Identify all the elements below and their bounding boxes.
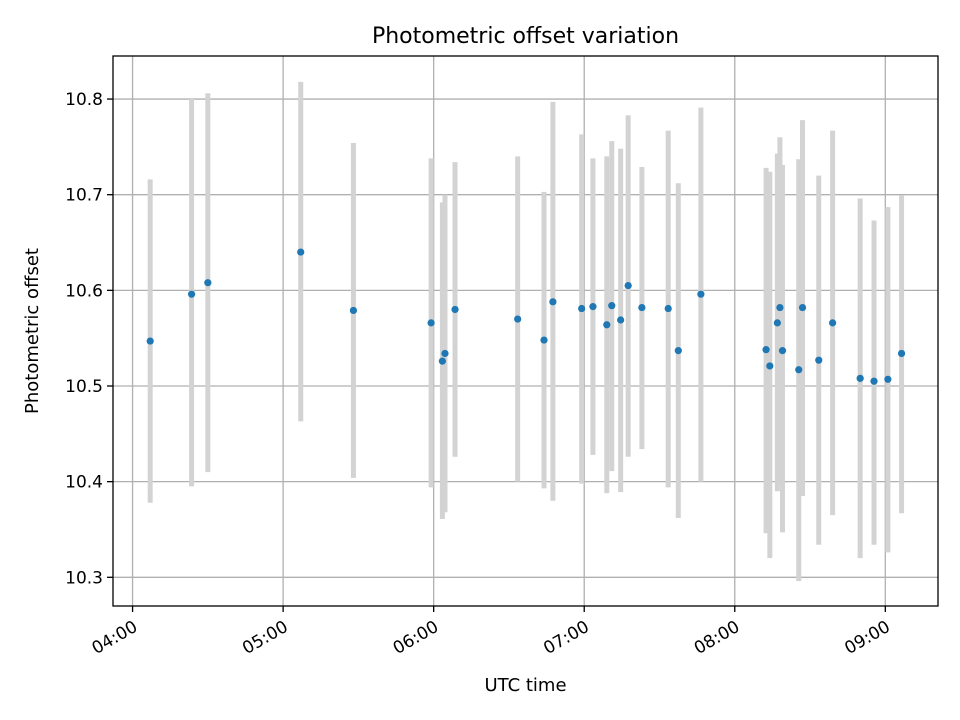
x-axis-label: UTC time [484, 675, 566, 696]
data-point [204, 279, 212, 287]
data-point [773, 319, 781, 327]
data-point [638, 303, 646, 312]
data-point [856, 374, 864, 382]
data-point [441, 349, 449, 358]
y-tick-label: 10.7 [65, 186, 103, 206]
data-point [795, 366, 803, 374]
data-point [897, 349, 906, 358]
data-point [540, 336, 548, 344]
data-point [146, 337, 154, 345]
data-point [674, 347, 682, 355]
data-point [766, 362, 774, 370]
data-point [578, 304, 586, 313]
data-point [829, 319, 837, 327]
data-point [664, 304, 672, 313]
data-point [438, 357, 446, 365]
data-point [187, 290, 196, 298]
y-tick-label: 10.6 [65, 281, 103, 301]
data-point [798, 303, 807, 312]
y-tick-label: 10.4 [65, 473, 103, 493]
data-point [624, 281, 632, 290]
data-point [617, 316, 625, 324]
data-point [297, 248, 305, 256]
data-point [514, 315, 522, 323]
data-point [608, 302, 616, 310]
y-tick-label: 10.5 [65, 377, 103, 397]
y-tick-label: 10.8 [65, 90, 103, 110]
chart-title: Photometric offset variation [372, 24, 679, 49]
data-point [778, 347, 787, 355]
data-point [697, 290, 705, 298]
plot-frame [112, 55, 939, 607]
data-points [146, 248, 906, 385]
y-axis-label: Photometric offset [22, 248, 43, 414]
data-point [451, 305, 459, 314]
data-point [870, 377, 878, 385]
data-point [776, 303, 784, 312]
data-point [815, 356, 823, 364]
data-point [589, 303, 597, 311]
data-point [762, 346, 770, 354]
y-tick-label: 10.3 [65, 568, 103, 588]
data-point [603, 321, 611, 329]
data-point [427, 319, 435, 327]
data-point [349, 306, 358, 315]
data-point [549, 298, 557, 306]
data-point [884, 375, 892, 383]
